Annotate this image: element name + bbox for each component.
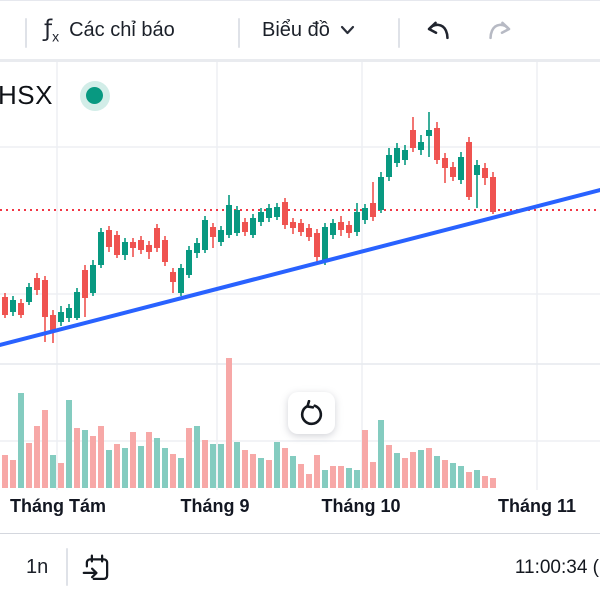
chart-area: Tháng Tám Tháng 9 Tháng 10 Tháng 11 HSX	[0, 62, 600, 533]
x-axis-label: Tháng 9	[180, 496, 249, 516]
x-axis-label: Tháng Tám	[10, 496, 106, 516]
series-visibility-dot[interactable]	[79, 80, 110, 111]
toolbar-divider	[25, 18, 27, 48]
timeframe-button[interactable]: 1n	[20, 534, 54, 601]
toolbar-divider	[398, 18, 400, 48]
x-axis-label: Tháng 11	[498, 496, 576, 516]
session-clock: 11:00:34 (	[514, 557, 599, 578]
undo-icon	[423, 20, 453, 42]
symbol-label: HSX	[0, 80, 53, 110]
x-axis-label: Tháng 10	[321, 496, 400, 516]
toolbar-divider	[238, 18, 240, 48]
top-toolbar: ƒx Các chỉ báo Biểu đồ	[0, 0, 600, 63]
series-dot-icon	[86, 87, 104, 104]
fx-function-icon: ƒx	[44, 15, 60, 45]
bottom-toolbar: n 1n 11:00:34 (	[0, 533, 600, 601]
redo-icon	[485, 20, 515, 42]
calendar-goto-icon	[80, 552, 118, 584]
refresh-icon	[298, 399, 325, 427]
redo-button[interactable]	[482, 13, 518, 49]
refresh-button[interactable]	[288, 392, 335, 434]
goto-date-button[interactable]	[80, 550, 118, 586]
price-volume-chart[interactable]: Tháng Tám Tháng 9 Tháng 10 Tháng 11	[0, 62, 600, 533]
partial-timeframe-label[interactable]: n	[0, 556, 1, 579]
chart-legend: HSX	[0, 80, 110, 111]
chart-type-label: Biểu đồ	[262, 18, 330, 41]
chart-type-button[interactable]: Biểu đồ	[262, 1, 355, 59]
bottombar-divider	[66, 548, 68, 586]
undo-button[interactable]	[420, 13, 456, 49]
chevron-down-icon	[340, 25, 355, 35]
indicators-label: Các chỉ báo	[69, 18, 175, 41]
indicators-button[interactable]: ƒx Các chỉ báo	[44, 1, 175, 59]
